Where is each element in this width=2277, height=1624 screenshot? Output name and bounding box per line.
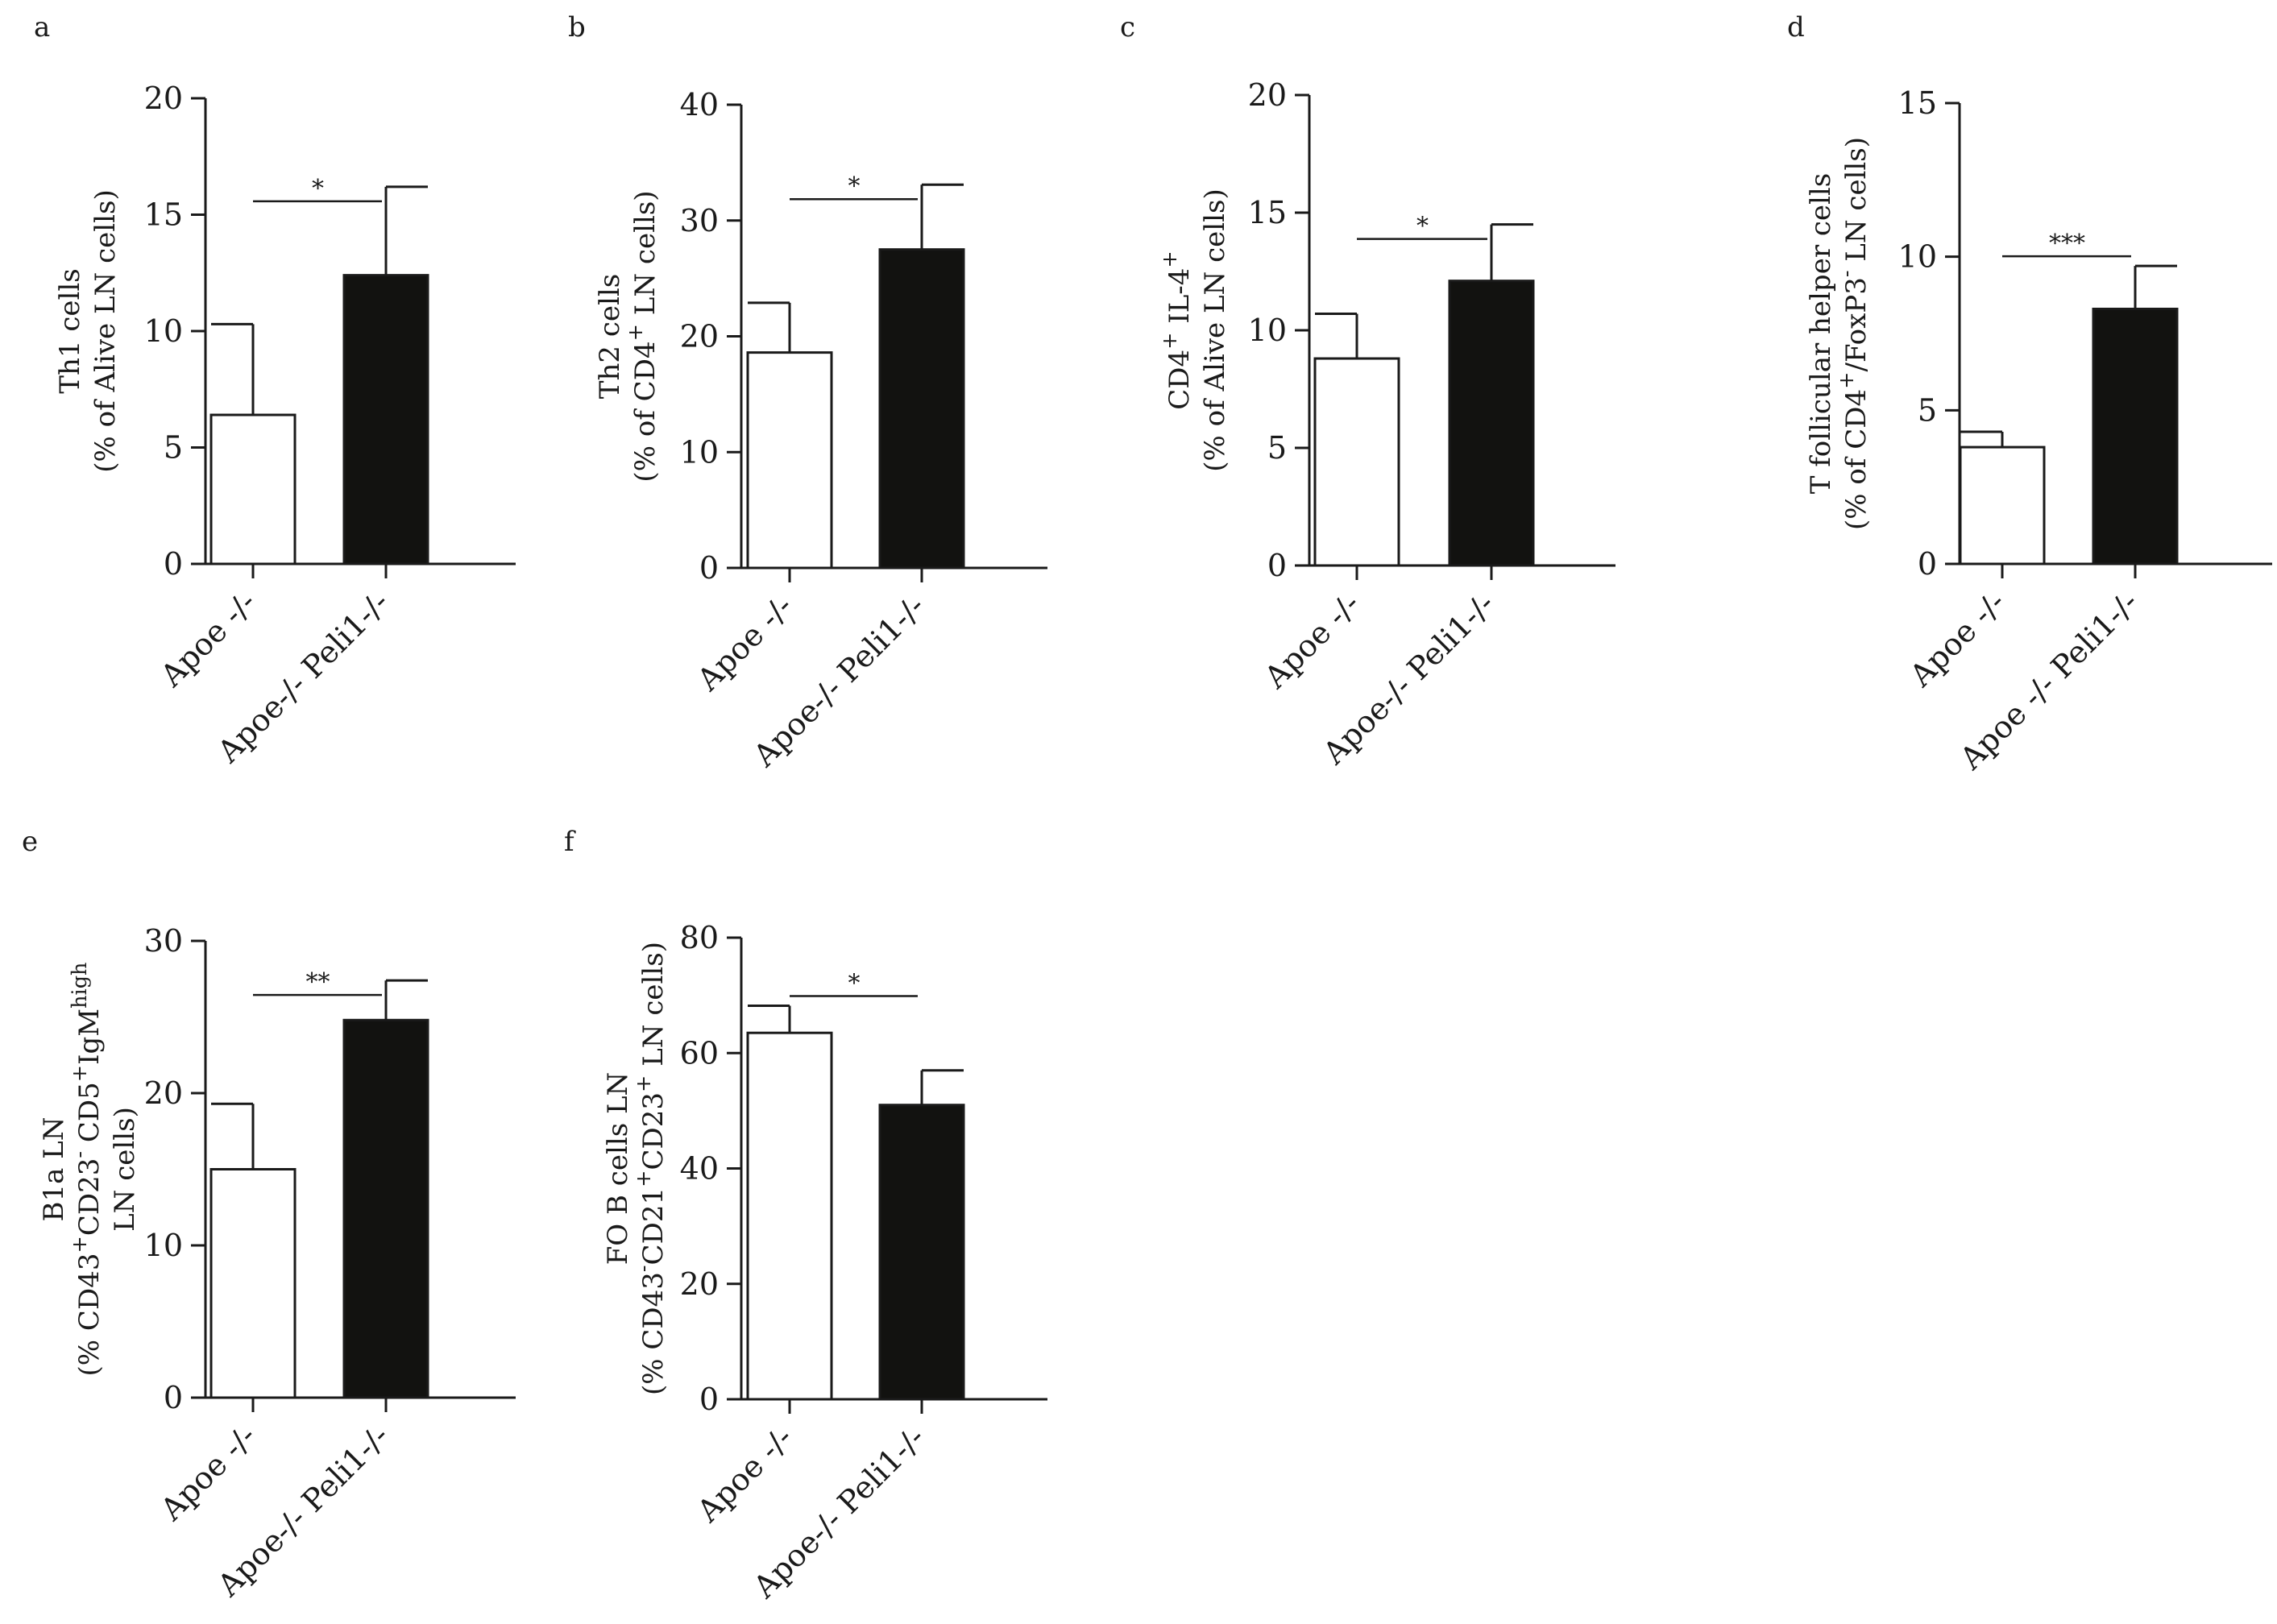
y-axis-label: (% of CD4+/FoxP3- LN cells) [1835, 137, 1873, 530]
y-tick-label: 10 [144, 1228, 183, 1263]
bar-apoe-peli1 [342, 1018, 429, 1399]
y-axis-label: LN cells) [109, 1107, 141, 1232]
significance-stars: * [848, 172, 861, 201]
category-label: Apoe -/- [1902, 584, 2012, 694]
panel-letter: d [1787, 11, 1805, 44]
y-tick-label: 15 [1248, 195, 1287, 230]
bar-apoe [746, 351, 833, 570]
y-tick-label: 5 [1267, 430, 1287, 466]
category-label: Apoe -/- [690, 588, 799, 698]
y-tick-label: 0 [699, 1382, 719, 1417]
bar-apoe-peli1 [878, 1104, 965, 1401]
panel-d: d 0 5 10 15 T follicular helper cells (% of CD… [1787, 11, 2272, 777]
significance-stars: * [1416, 213, 1429, 241]
y-tick-label: 30 [144, 923, 183, 959]
panel-letter: c [1120, 11, 1135, 44]
y-tick-label: 40 [680, 1151, 719, 1187]
y-tick-label: 20 [680, 1266, 719, 1302]
panel-f: f 0 20 40 60 80 FO B cells LN(% CD43-CD21+CD23… [564, 826, 1047, 1605]
panel-a: a 0 5 10 15 20 Th1 cells (% of Alive LN cells) A… [34, 11, 516, 770]
y-axis-label: Th1 cells [54, 268, 86, 393]
panel-e: e 0 10 20 30 B1a LN(% CD43+CD23- CD5+IgMhighL… [22, 826, 516, 1604]
y-tick-label: 10 [680, 434, 719, 470]
significance-stars: *** [2049, 230, 2085, 258]
category-label: Apoe -/- [153, 1418, 263, 1527]
panel-letter: f [564, 826, 576, 858]
bar-apoe-peli1 [342, 274, 429, 566]
bar-apoe [1959, 445, 2046, 566]
significance-stars: * [312, 175, 324, 203]
y-axis-label: (% of Alive LN cells) [89, 189, 122, 472]
y-axis-label: (% of Alive LN cells) [1199, 188, 1231, 471]
y-axis-label: Th2 cells [594, 274, 626, 399]
significance-stars: ** [306, 968, 330, 996]
y-axis-label: (% CD43-CD21+CD23+ LN cells) [632, 942, 670, 1395]
y-tick-label: 0 [164, 546, 183, 582]
y-tick-label: 20 [1248, 77, 1287, 113]
y-tick-label: 10 [144, 313, 183, 349]
bar-apoe-peli1 [1448, 280, 1535, 567]
bar-apoe [1313, 357, 1400, 567]
bar-apoe-peli1 [2092, 307, 2179, 566]
panel-letter: b [568, 11, 586, 44]
significance-stars: * [848, 970, 861, 998]
y-tick-label: 40 [680, 87, 719, 122]
y-tick-label: 80 [680, 920, 719, 955]
y-tick-label: 20 [680, 319, 719, 354]
y-tick-label: 5 [1918, 392, 1937, 428]
y-tick-label: 10 [1248, 313, 1287, 348]
category-label: Apoe -/- [690, 1419, 799, 1529]
y-axis-label: (% of CD4+ LN cells) [624, 190, 662, 482]
y-axis-label: FO B cells LN [602, 1072, 634, 1266]
bar-apoe-peli1 [878, 248, 965, 570]
category-label: Apoe -/- [1257, 586, 1367, 695]
y-axis-label: B1a LN [38, 1116, 70, 1221]
panel-letter: e [22, 826, 38, 858]
y-axis-label: (% CD43+CD23- CD5+IgMhigh [68, 963, 106, 1377]
y-tick-label: 15 [144, 197, 183, 233]
y-tick-label: 5 [164, 430, 183, 466]
y-tick-label: 15 [1898, 85, 1937, 121]
panel-letter: a [34, 11, 50, 44]
y-tick-label: 0 [164, 1380, 183, 1415]
panel-b: b 0 10 20 30 40 Th2 cells(% of CD4+ LN cells) A… [568, 11, 1047, 774]
y-tick-label: 30 [680, 203, 719, 238]
y-tick-label: 0 [1918, 546, 1937, 582]
y-tick-label: 0 [699, 550, 719, 586]
y-tick-label: 0 [1267, 548, 1287, 583]
bar-apoe [746, 1031, 833, 1401]
y-tick-label: 10 [1898, 239, 1937, 275]
category-label: Apoe -/- [153, 584, 263, 694]
y-tick-label: 60 [680, 1035, 719, 1071]
bar-apoe [209, 1168, 297, 1399]
panel-c: c 0 5 10 15 20 CD4+ IL-4+ (% of Alive LN cells)… [1120, 11, 1615, 772]
y-tick-label: 20 [144, 81, 183, 116]
bar-apoe [209, 413, 297, 566]
y-axis-label: T follicular helper cells [1805, 173, 1837, 495]
y-tick-label: 20 [144, 1075, 183, 1111]
y-axis-label: CD4+ IL-4+ [1158, 251, 1196, 410]
